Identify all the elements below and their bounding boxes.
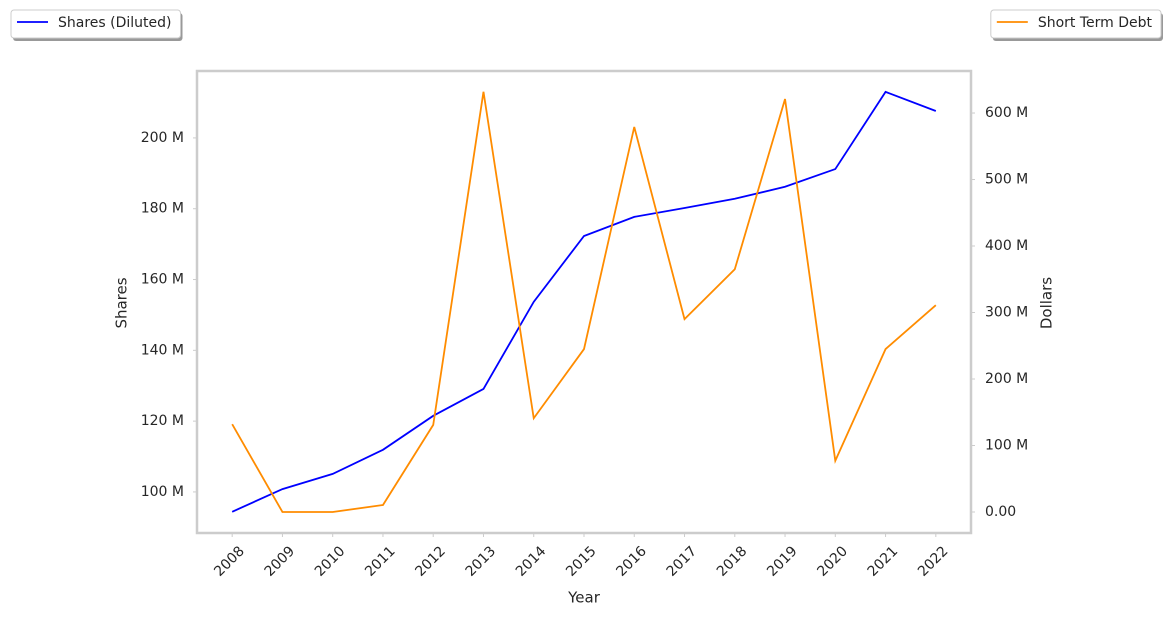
- legend: Shares (Diluted): [10, 9, 183, 41]
- x-tick-label: 2022: [915, 543, 952, 580]
- x-tick-label: 2014: [513, 543, 550, 580]
- y-tick-label: 120 M: [141, 413, 184, 429]
- x-tick-label: 2016: [613, 543, 650, 580]
- x-tick-label: 2019: [764, 543, 801, 580]
- y2-tick-label: 600 M: [985, 105, 1028, 121]
- x-tick-label: 2009: [262, 543, 299, 580]
- x-axis-label: Year: [567, 589, 601, 607]
- x-tick-label: 2013: [463, 543, 500, 580]
- legend: Short Term Debt: [990, 9, 1163, 41]
- y2-tick-label: 500 M: [985, 172, 1028, 188]
- line-series: [231, 91, 937, 513]
- legend-label: Short Term Debt: [1038, 15, 1153, 31]
- y-tick-label: 180 M: [141, 201, 184, 217]
- x-tick-label: 2021: [865, 543, 902, 580]
- y2-tick-label: 0.00: [985, 504, 1016, 520]
- x-tick-label: 2010: [312, 543, 349, 580]
- x-tick-label: 2008: [211, 543, 248, 580]
- x-tick-label: 2012: [412, 543, 449, 580]
- y-tick-label: 140 M: [141, 342, 184, 358]
- legend-box: [10, 9, 181, 39]
- y-tick-label: 200 M: [141, 130, 184, 146]
- y-tick-label: 100 M: [141, 484, 184, 500]
- legend-box: [990, 9, 1162, 39]
- y2-axis-label: Dollars: [1038, 277, 1056, 329]
- x-tick-label: 2017: [664, 543, 701, 580]
- legend-label: Shares (Diluted): [58, 15, 172, 31]
- y2-tick-label: 300 M: [985, 305, 1028, 321]
- x-tick-label: 2020: [814, 543, 851, 580]
- y-axis-label: Shares: [113, 277, 131, 328]
- x-tick-label: 2015: [563, 543, 600, 580]
- line-series: [231, 90, 937, 513]
- x-tick-label: 2011: [362, 543, 399, 580]
- y2-tick-label: 200 M: [985, 371, 1028, 387]
- y2-tick-label: 100 M: [985, 437, 1028, 453]
- x-tick-label: 2018: [714, 543, 751, 580]
- y2-tick-label: 400 M: [985, 238, 1028, 254]
- y-tick-label: 160 M: [141, 272, 184, 288]
